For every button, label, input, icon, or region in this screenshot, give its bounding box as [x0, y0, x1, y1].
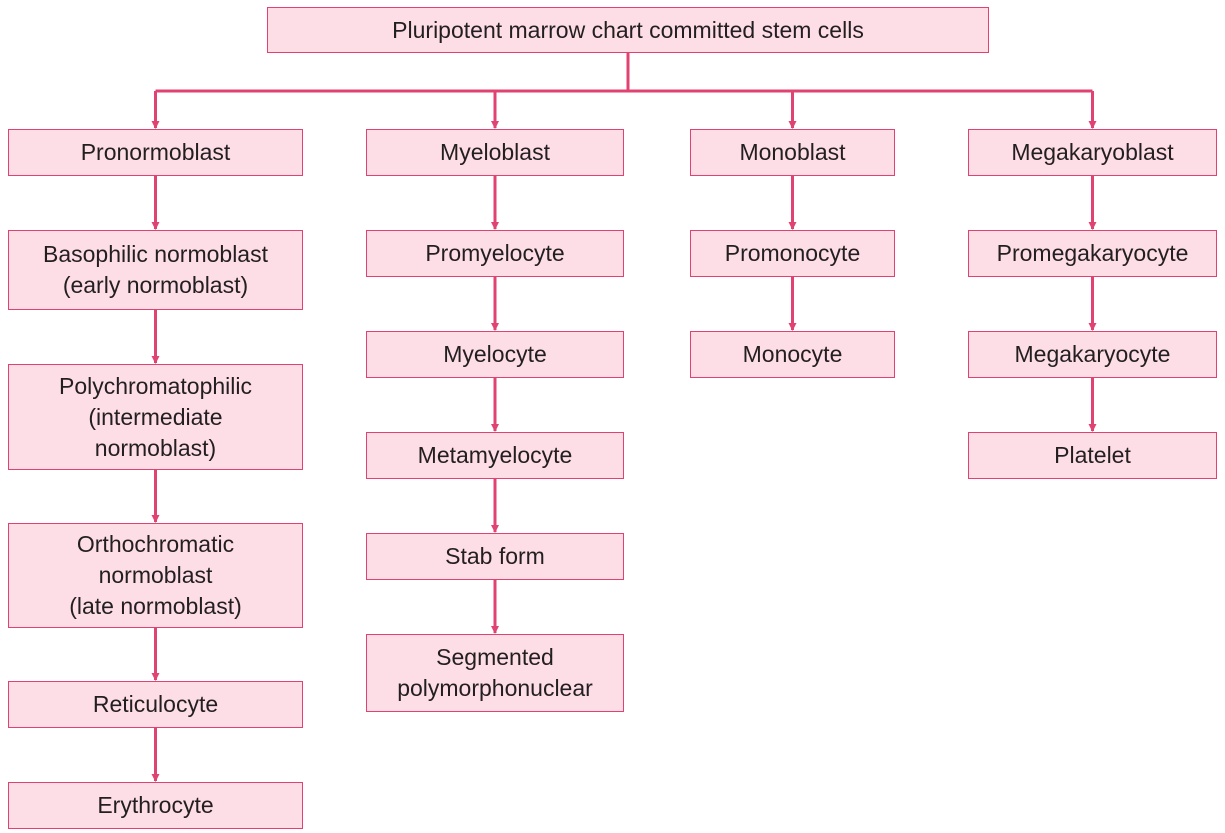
megakaryoblast-box: Megakaryoblast — [968, 129, 1217, 176]
monocyte-box: Monocyte — [690, 331, 895, 378]
stab-form-box: Stab form — [366, 533, 624, 580]
polychromatophilic-normoblast-box: Polychromatophilic (intermediate normobl… — [8, 364, 303, 470]
monoblast-box: Monoblast — [690, 129, 895, 176]
root-stem-cell-box: Pluripotent marrow chart committed stem … — [267, 7, 989, 53]
basophilic-normoblast-box: Basophilic normoblast (early normoblast) — [8, 230, 303, 310]
reticulocyte-box: Reticulocyte — [8, 681, 303, 728]
platelet-box: Platelet — [968, 432, 1217, 479]
segmented-polymorphonuclear-box: Segmented polymorphonuclear — [366, 634, 624, 712]
metamyelocyte-box: Metamyelocyte — [366, 432, 624, 479]
promonocyte-box: Promonocyte — [690, 230, 895, 277]
promyelocyte-box: Promyelocyte — [366, 230, 624, 277]
pronormoblast-box: Pronormoblast — [8, 129, 303, 176]
myeloblast-box: Myeloblast — [366, 129, 624, 176]
orthochromatic-normoblast-box: Orthochromatic normoblast (late normobla… — [8, 523, 303, 628]
promegakaryocyte-box: Promegakaryocyte — [968, 230, 1217, 277]
megakaryocyte-box: Megakaryocyte — [968, 331, 1217, 378]
myelocyte-box: Myelocyte — [366, 331, 624, 378]
erythrocyte-box: Erythrocyte — [8, 782, 303, 829]
